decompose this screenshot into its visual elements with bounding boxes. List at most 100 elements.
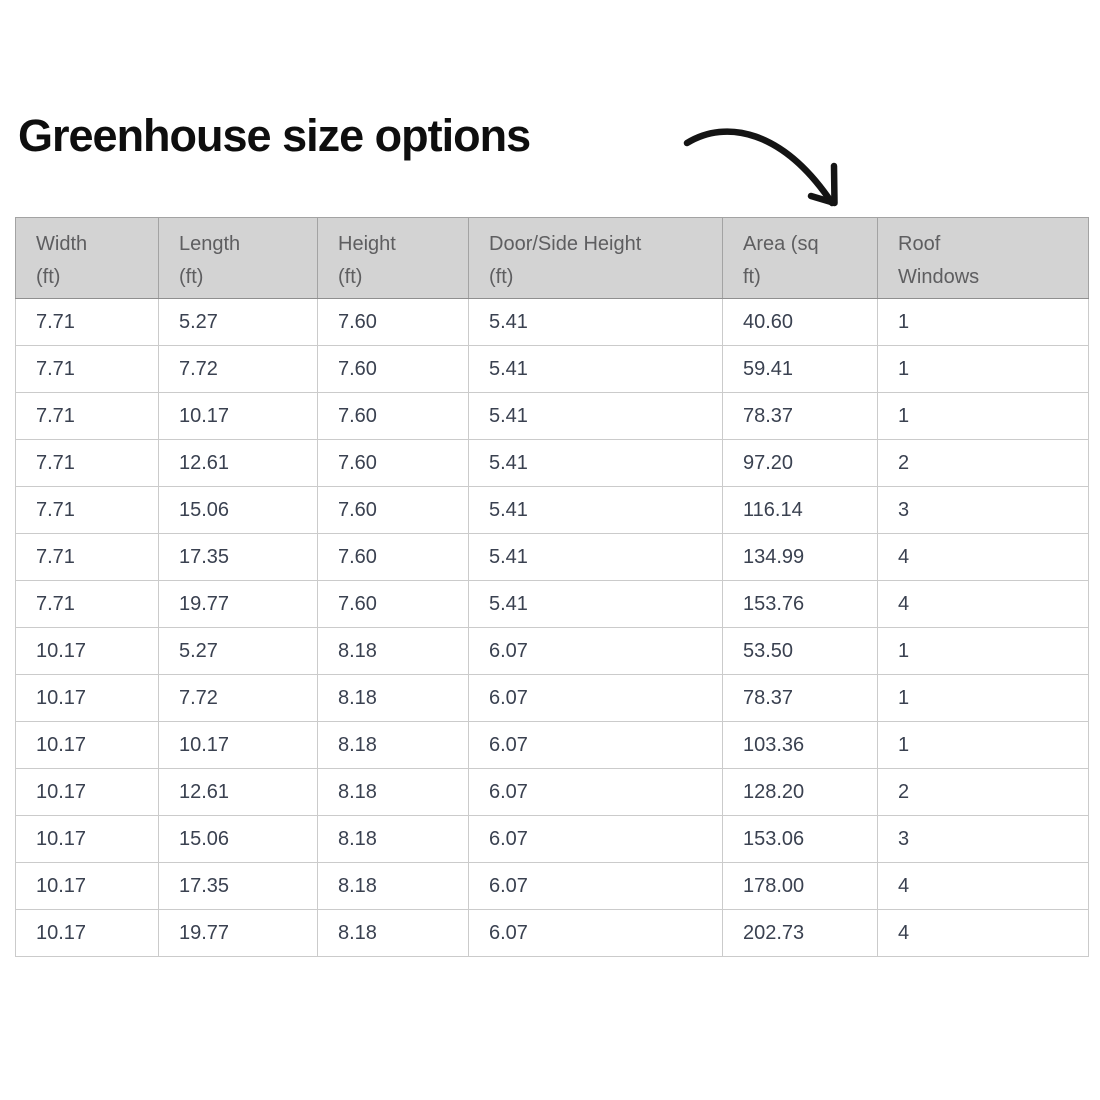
cell-roof-windows: 4 [877,580,1089,628]
cell-area: 116.14 [722,486,878,534]
header-label-line: Height [338,233,396,255]
table-row: 10.17 7.72 8.18 6.07 78.37 1 [15,674,1089,722]
cell-width: 10.17 [15,627,159,675]
cell-roof-windows: 1 [877,721,1089,769]
cell-roof-windows: 1 [877,674,1089,722]
cell-length: 19.77 [158,580,318,628]
cell-length: 10.17 [158,721,318,769]
cell-length: 15.06 [158,815,318,863]
header-label-line: (ft) [489,266,514,288]
cell-height: 7.60 [317,298,469,346]
cell-length: 17.35 [158,533,318,581]
cell-area: 103.36 [722,721,878,769]
cell-height: 7.60 [317,392,469,440]
table-row: 7.71 17.35 7.60 5.41 134.99 4 [15,533,1089,581]
cell-door-side-height: 6.07 [468,674,723,722]
cell-door-side-height: 5.41 [468,439,723,487]
table-row: 10.17 19.77 8.18 6.07 202.73 4 [15,909,1089,957]
cell-area: 178.00 [722,862,878,910]
cell-width: 7.71 [15,345,159,393]
cell-door-side-height: 6.07 [468,768,723,816]
cell-height: 8.18 [317,721,469,769]
table-row: 7.71 12.61 7.60 5.41 97.20 2 [15,439,1089,487]
header-label-line: ft) [743,266,761,288]
cell-height: 8.18 [317,909,469,957]
cell-area: 153.76 [722,580,878,628]
cell-length: 10.17 [158,392,318,440]
cell-height: 8.18 [317,627,469,675]
cell-width: 10.17 [15,862,159,910]
cell-door-side-height: 5.41 [468,345,723,393]
header-row: Width (ft) Length (ft) Height (ft) Door/… [15,217,1089,299]
cell-width: 7.71 [15,580,159,628]
cell-roof-windows: 1 [877,627,1089,675]
cell-height: 8.18 [317,674,469,722]
column-header-door-side-height: Door/Side Height (ft) [468,217,723,299]
cell-height: 8.18 [317,815,469,863]
table-body: 7.71 5.27 7.60 5.41 40.60 1 7.71 7.72 7.… [15,298,1089,957]
cell-area: 128.20 [722,768,878,816]
cell-area: 134.99 [722,533,878,581]
cell-roof-windows: 1 [877,392,1089,440]
curved-arrow-icon [683,128,838,207]
table-row: 7.71 19.77 7.60 5.41 153.76 4 [15,580,1089,628]
cell-area: 97.20 [722,439,878,487]
header-label-line: Windows [898,266,980,288]
cell-roof-windows: 1 [877,345,1089,393]
cell-roof-windows: 2 [877,439,1089,487]
table-row: 7.71 15.06 7.60 5.41 116.14 3 [15,486,1089,534]
cell-door-side-height: 5.41 [468,486,723,534]
cell-area: 78.37 [722,674,878,722]
cell-width: 7.71 [15,392,159,440]
cell-height: 7.60 [317,486,469,534]
table-row: 7.71 10.17 7.60 5.41 78.37 1 [15,392,1089,440]
cell-roof-windows: 1 [877,298,1089,346]
cell-roof-windows: 4 [877,533,1089,581]
cell-length: 15.06 [158,486,318,534]
cell-door-side-height: 6.07 [468,815,723,863]
header-label-line: Length [179,233,241,255]
cell-roof-windows: 4 [877,909,1089,957]
page-title: Greenhouse size options [18,110,531,161]
cell-length: 7.72 [158,674,318,722]
cell-height: 8.18 [317,768,469,816]
table-row: 10.17 10.17 8.18 6.07 103.36 1 [15,721,1089,769]
column-header-roof-windows: Roof Windows [877,217,1089,299]
header-label-line: Door/Side Height [489,233,642,255]
header-label-line: Area (sq [743,233,819,255]
cell-door-side-height: 5.41 [468,533,723,581]
table-header: Width (ft) Length (ft) Height (ft) Door/… [15,217,1089,299]
header-label-line: (ft) [338,266,363,288]
table-row: 7.71 7.72 7.60 5.41 59.41 1 [15,345,1089,393]
cell-height: 8.18 [317,862,469,910]
cell-roof-windows: 2 [877,768,1089,816]
column-header-width: Width (ft) [15,217,159,299]
cell-length: 19.77 [158,909,318,957]
cell-door-side-height: 6.07 [468,909,723,957]
greenhouse-size-table: Width (ft) Length (ft) Height (ft) Door/… [15,217,1089,957]
cell-area: 40.60 [722,298,878,346]
cell-area: 78.37 [722,392,878,440]
cell-area: 53.50 [722,627,878,675]
column-header-length: Length (ft) [158,217,318,299]
cell-length: 5.27 [158,627,318,675]
cell-length: 17.35 [158,862,318,910]
cell-height: 7.60 [317,439,469,487]
cell-door-side-height: 5.41 [468,580,723,628]
cell-width: 10.17 [15,815,159,863]
cell-height: 7.60 [317,345,469,393]
table-row: 10.17 15.06 8.18 6.07 153.06 3 [15,815,1089,863]
table-row: 7.71 5.27 7.60 5.41 40.60 1 [15,298,1089,346]
cell-width: 7.71 [15,298,159,346]
cell-width: 7.71 [15,486,159,534]
cell-length: 7.72 [158,345,318,393]
cell-width: 7.71 [15,533,159,581]
cell-length: 12.61 [158,439,318,487]
cell-door-side-height: 6.07 [468,721,723,769]
cell-width: 10.17 [15,721,159,769]
header-label-line: (ft) [36,266,61,288]
cell-length: 5.27 [158,298,318,346]
cell-door-side-height: 5.41 [468,298,723,346]
cell-height: 7.60 [317,580,469,628]
